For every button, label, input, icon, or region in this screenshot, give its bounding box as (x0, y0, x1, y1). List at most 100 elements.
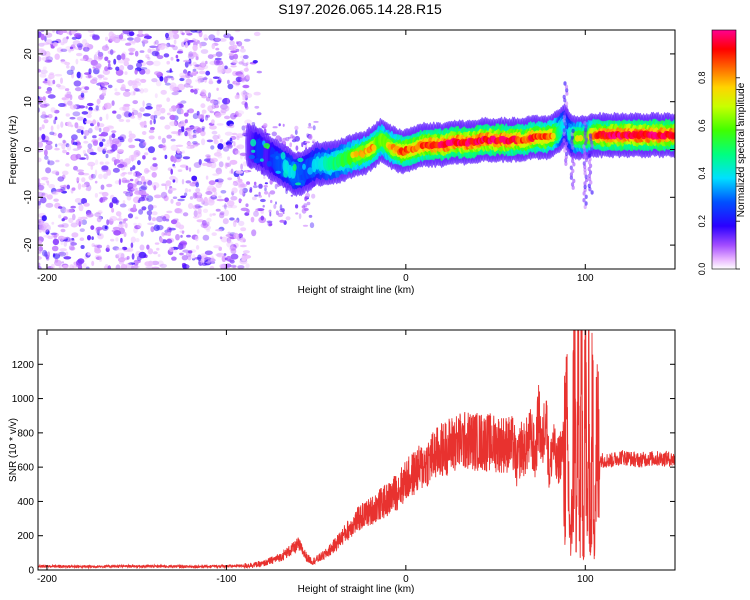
noise-speck (59, 185, 67, 189)
noise-speck (208, 180, 216, 186)
noise-speck (154, 70, 162, 76)
streak-mark (589, 150, 593, 155)
noise-speck (84, 42, 90, 48)
noise-speck (130, 115, 136, 119)
noise-speck (225, 162, 230, 167)
streak-mark (587, 183, 591, 188)
streak-mark (562, 118, 566, 123)
noise-speck (42, 80, 48, 84)
noise-speck (145, 68, 151, 75)
noise-speck (130, 167, 133, 172)
noise-speck (78, 171, 85, 176)
noise-speck (236, 41, 243, 47)
streak-mark (570, 135, 575, 140)
noise-speck (211, 130, 218, 135)
noise-speck (96, 98, 101, 105)
noise-speck (90, 225, 95, 231)
noise-speck (251, 229, 257, 237)
noise-speck (221, 255, 227, 263)
noise-speck (175, 201, 182, 206)
noise-speck (205, 175, 209, 180)
noise-speck (217, 97, 222, 100)
streak-mark (562, 114, 567, 120)
noise-speck (187, 108, 194, 114)
noise-speck (244, 92, 253, 99)
noise-speck (122, 172, 127, 175)
noise-speck (233, 114, 237, 118)
noise-speck (195, 79, 201, 83)
noise-speck (196, 197, 204, 202)
noise-speck (99, 161, 104, 165)
noise-speck (142, 155, 146, 160)
noise-speck (119, 134, 127, 141)
noise-speck (128, 31, 135, 36)
noise-speck (113, 230, 121, 236)
noise-speck (84, 86, 90, 91)
streak-mark (583, 164, 587, 169)
noise-speck (224, 65, 228, 70)
noise-speck (53, 198, 59, 202)
y-tick-label: 20 (23, 48, 34, 60)
streak-mark (582, 191, 586, 196)
noise-speck (167, 36, 175, 40)
noise-speck (176, 148, 180, 154)
scatter-speck (282, 211, 285, 215)
noise-speck (186, 145, 194, 149)
noise-speck (51, 191, 59, 196)
noise-speck (91, 243, 95, 248)
noise-speck (45, 39, 53, 45)
streak-mark (583, 151, 587, 156)
noise-speck (60, 239, 64, 246)
noise-speck (151, 260, 160, 266)
noise-speck (128, 154, 137, 161)
noise-speck (87, 235, 91, 241)
noise-speck (115, 211, 122, 217)
noise-speck (209, 265, 215, 269)
noise-speck (144, 152, 149, 156)
noise-speck (54, 53, 60, 60)
noise-speck (147, 48, 152, 53)
noise-speck (136, 180, 143, 186)
scatter-speck (290, 194, 294, 197)
noise-speck (194, 235, 199, 242)
noise-speck (128, 133, 136, 139)
noise-speck (246, 208, 250, 214)
streak-mark (570, 138, 574, 144)
noise-speck (180, 195, 187, 199)
noise-speck (146, 244, 150, 250)
noise-speck (215, 208, 221, 212)
noise-speck (43, 103, 50, 107)
noise-speck (240, 45, 245, 49)
noise-speck (93, 108, 100, 112)
noise-speck (217, 155, 223, 159)
noise-speck (104, 36, 109, 42)
noise-speck (166, 112, 171, 116)
noise-speck (211, 43, 216, 50)
noise-speck (238, 61, 244, 65)
streak-mark (583, 184, 587, 189)
noise-speck (256, 70, 262, 74)
scatter-speck (264, 191, 269, 195)
noise-speck (52, 238, 60, 246)
noise-speck (65, 163, 70, 167)
noise-speck (212, 134, 219, 140)
noise-speck (76, 116, 84, 121)
noise-speck (192, 134, 197, 139)
noise-speck (207, 105, 214, 112)
noise-speck (56, 83, 61, 88)
noise-speck (45, 229, 50, 235)
noise-speck (135, 187, 139, 193)
noise-speck (237, 175, 241, 180)
streak-mark (571, 168, 575, 174)
noise-speck (116, 54, 122, 61)
noise-speck (95, 63, 102, 69)
noise-speck (213, 99, 221, 106)
noise-speck (241, 58, 245, 66)
noise-speck (72, 213, 76, 221)
noise-speck (62, 264, 69, 269)
noise-speck (146, 195, 154, 202)
colorbar-ticks: 0.0 0.2 0.4 0.6 0.8 (697, 72, 740, 275)
noise-speck (76, 144, 82, 150)
noise-speck (49, 131, 55, 136)
